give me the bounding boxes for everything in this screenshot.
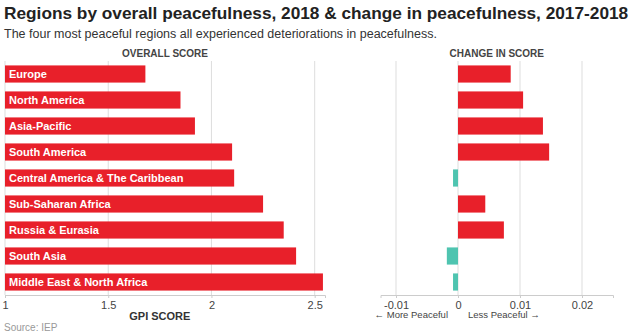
bar [5,221,284,238]
category-label: Central America & The Caribbean [9,172,184,184]
bar [458,221,504,238]
bar [5,91,180,108]
tick: 0.02 [572,295,593,311]
tick-mark [315,295,316,298]
x-axis: 1 1.5 2 2.5 [2,295,325,311]
panel-title: CHANGE IN SCORE [450,48,545,59]
category-label: North America [9,94,85,106]
tick-mark [458,295,459,298]
tick-mark [582,295,583,298]
subtitle: The four most peaceful regions all exper… [4,27,437,41]
tick-mark [108,295,109,298]
bar [5,117,195,134]
source: Source: IEP [4,322,58,333]
chart: Regions by overall peacefulness, 2018 & … [0,0,640,335]
bar [453,273,458,290]
tick-label: 0 [455,299,461,311]
tick-label: 0.02 [572,299,593,311]
tick: 1.5 [101,295,116,311]
bars [447,65,549,290]
axis-line [6,296,326,299]
bar [447,247,458,264]
category-label: Russia & Eurasia [9,224,100,236]
bar [458,195,485,212]
panel-title: OVERALL SCORE [122,48,208,59]
bar [5,273,323,290]
bar [5,65,145,82]
tick-mark [211,295,212,298]
bar [458,117,543,134]
bar [458,65,511,82]
tick: 2.5 [308,295,323,311]
panel: CHANGE IN SCORE-0.0100.010.02← More Peac… [375,48,614,320]
annotation: Less Peaceful → [468,309,540,320]
panel: OVERALL SCORE 1 1.5 2 2.5 Europe North America… [2,48,325,322]
tick-mark [5,295,6,298]
category-label: Europe [9,68,47,80]
bar [5,247,296,264]
grid-line [314,61,315,295]
tick: 1 [2,295,8,311]
grid-line [396,61,397,295]
bar [458,91,523,108]
category-label: Asia-Pacific [9,120,71,132]
grid-line [582,61,583,295]
axis-title: GPI SCORE [129,310,190,322]
bar [5,143,232,160]
bar [5,195,263,212]
tick-mark [520,295,521,298]
bar [453,169,458,186]
bar [458,143,549,160]
axis-line [381,296,614,299]
category-label: South America [9,146,87,158]
category-label: South Asia [9,250,67,262]
title: Regions by overall peacefulness, 2018 & … [4,3,629,23]
category-label: Middle East & North Africa [9,276,148,288]
tick: 2 [209,295,215,311]
tick-label: 2.5 [308,299,323,311]
category-label: Sub-Saharan Africa [9,198,112,210]
bar [5,169,234,186]
tick: 0 [455,295,461,311]
annotation: ← More Peaceful [375,309,448,320]
bars [5,65,323,290]
tick-label: 1 [2,299,8,311]
tick-label: 1.5 [101,299,116,311]
tick-mark [396,295,397,298]
tick-label: 2 [209,299,215,311]
